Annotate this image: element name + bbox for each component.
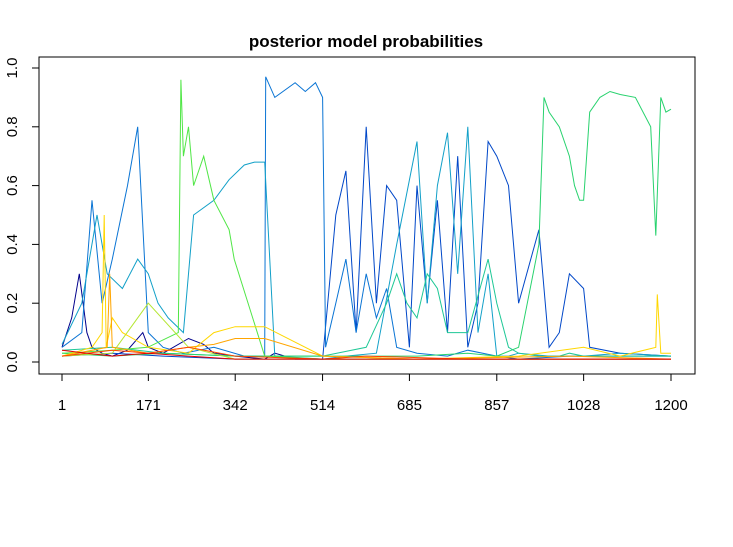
series-line-7 (61, 79, 671, 360)
chart-title: posterior model probabilities (249, 32, 483, 51)
series-line-3 (61, 76, 671, 360)
series-line-9 (61, 214, 671, 360)
x-tick-label: 342 (223, 397, 248, 414)
series-line-4 (61, 126, 672, 360)
x-tick-label: 685 (397, 397, 422, 414)
x-tick-label: 857 (484, 397, 509, 414)
y-tick-label: 0.8 (4, 116, 21, 137)
series-layer (61, 76, 672, 360)
series-line-6 (61, 90, 672, 357)
series-line-8 (61, 302, 671, 360)
x-tick-label: 171 (136, 397, 161, 414)
series-line-2 (61, 126, 672, 360)
y-tick-label: 0.6 (4, 175, 21, 196)
y-tick-label: 0.0 (4, 352, 21, 373)
x-tick-label: 514 (310, 397, 335, 414)
y-axis: 0.0 0.2 0.4 0.6 0.8 1.0 (4, 58, 40, 373)
y-tick-label: 0.2 (4, 293, 21, 314)
x-tick-label: 1200 (654, 397, 687, 414)
series-line-12 (61, 349, 671, 360)
y-tick-label: 1.0 (4, 58, 21, 79)
y-tick-label: 0.4 (4, 234, 21, 255)
x-axis: 1 171 342 514 685 857 1028 1200 (58, 373, 688, 414)
x-tick-label: 1028 (567, 397, 600, 414)
x-tick-label: 1 (58, 397, 66, 414)
plot-frame (38, 56, 696, 375)
series-line-5 (61, 258, 671, 357)
